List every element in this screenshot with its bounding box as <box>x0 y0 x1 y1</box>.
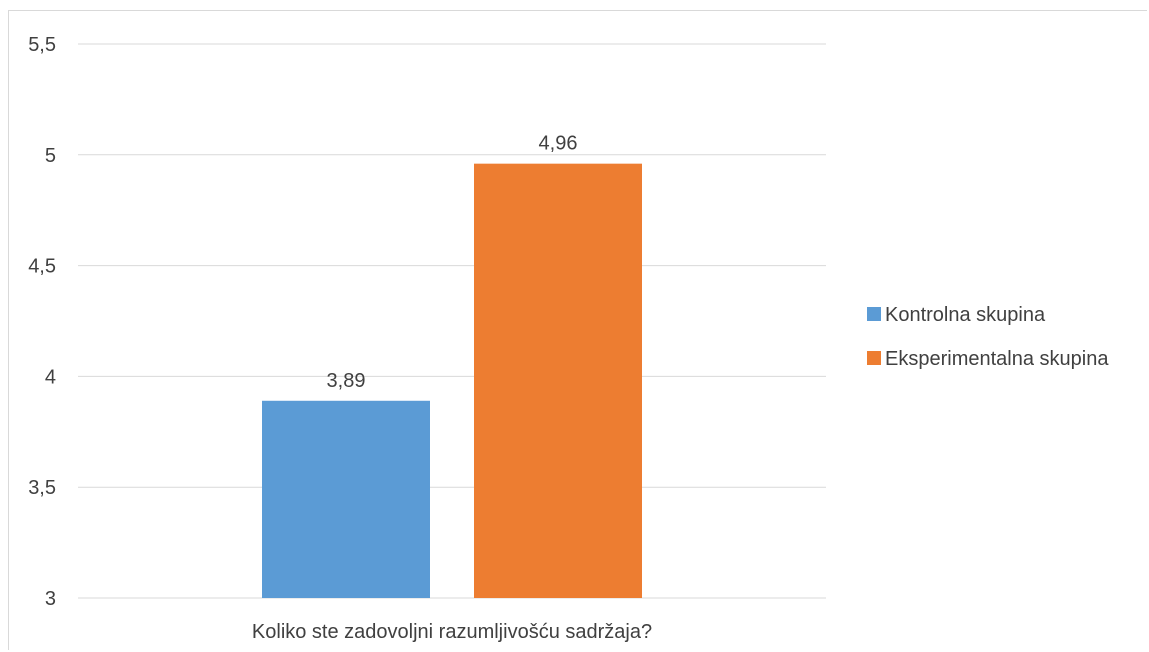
y-axis-ticks: 3 3,5 4 4,5 5 5,5 <box>28 34 56 610</box>
y-tick-label: 3 <box>45 588 56 610</box>
category-label: Koliko ste zadovoljni razumljivošću sadr… <box>252 621 652 643</box>
legend-swatch <box>867 307 881 321</box>
data-label: 3,89 <box>327 370 366 392</box>
bar-kontrolna <box>262 400 430 598</box>
bar-eksperimentalna <box>474 163 642 598</box>
chart-frame <box>8 10 1147 650</box>
gridlines <box>78 43 826 599</box>
data-label: 4,96 <box>539 133 578 155</box>
legend-label: Kontrolna skupina <box>885 304 1046 326</box>
legend-swatch <box>867 351 881 365</box>
legend: Kontrolna skupina Eksperimentalna skupina <box>867 304 1109 370</box>
y-tick-label: 3,5 <box>28 477 56 499</box>
bars <box>262 163 642 598</box>
y-tick-label: 4 <box>45 366 56 388</box>
data-labels: 3,89 4,96 <box>327 133 578 392</box>
y-tick-label: 5 <box>45 145 56 167</box>
y-tick-label: 5,5 <box>28 34 56 56</box>
legend-label: Eksperimentalna skupina <box>885 348 1109 370</box>
x-axis-categories: Koliko ste zadovoljni razumljivošću sadr… <box>252 621 652 643</box>
y-tick-label: 4,5 <box>28 256 56 278</box>
